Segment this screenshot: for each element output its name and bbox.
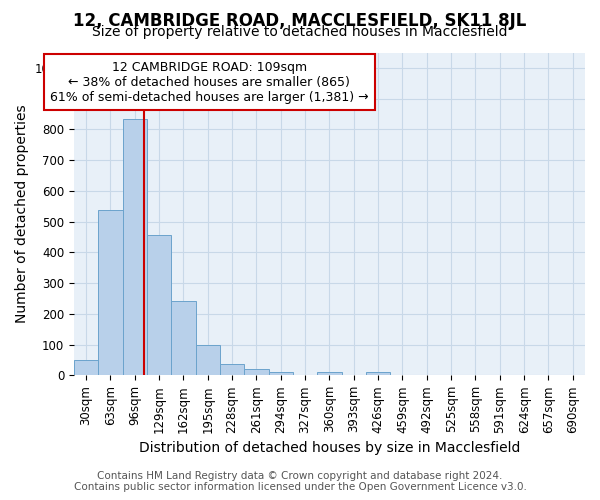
Bar (317, 372, 341, 376)
Text: Contains HM Land Registry data © Crown copyright and database right 2024.
Contai: Contains HM Land Registry data © Crown c… (74, 471, 526, 492)
Bar (171, 300, 196, 376)
Bar (98, 210, 122, 376)
Bar (196, 346, 220, 376)
Bar (74, 360, 98, 376)
Text: Size of property relative to detached houses in Macclesfield: Size of property relative to detached ho… (92, 25, 508, 39)
Y-axis label: Number of detached properties: Number of detached properties (15, 104, 29, 323)
Text: 12, CAMBRIDGE ROAD, MACCLESFIELD, SK11 8JL: 12, CAMBRIDGE ROAD, MACCLESFIELD, SK11 8… (73, 12, 527, 30)
Bar (366, 372, 390, 376)
Bar (122, 118, 147, 376)
Bar (244, 368, 269, 376)
Bar (147, 234, 171, 376)
Bar (269, 372, 293, 376)
Bar (220, 364, 244, 376)
Text: 12 CAMBRIDGE ROAD: 109sqm
← 38% of detached houses are smaller (865)
61% of semi: 12 CAMBRIDGE ROAD: 109sqm ← 38% of detac… (50, 60, 368, 104)
X-axis label: Distribution of detached houses by size in Macclesfield: Distribution of detached houses by size … (139, 441, 520, 455)
